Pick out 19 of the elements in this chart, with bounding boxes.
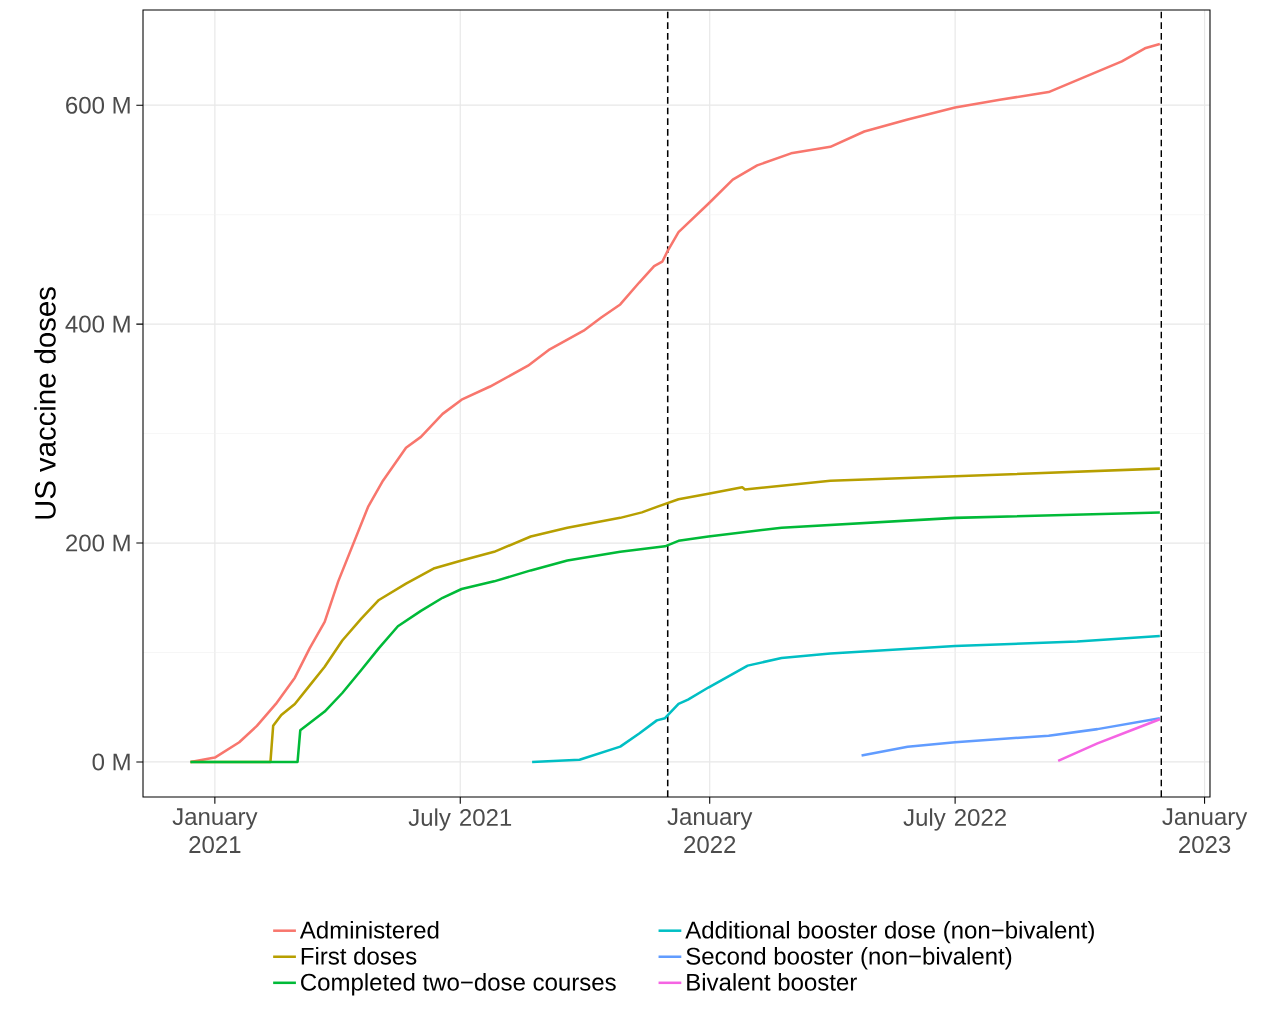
y-tick-label: 200 M — [66, 534, 130, 552]
legend-label: Completed two−dose courses — [301, 973, 616, 996]
line-series — [860, 716, 1162, 757]
legend-label: Additional booster dose (non−bivalent) — [685, 920, 1094, 944]
x-tick-label: January 2021 — [172, 808, 258, 854]
legend-label: Bivalent booster — [687, 973, 857, 991]
x-tick-label: January 2022 — [667, 808, 753, 854]
y-axis-title: US vaccine doses — [34, 287, 56, 519]
x-tick-label: January 2023 — [1162, 808, 1248, 854]
line-series — [530, 634, 1162, 764]
y-tick-label: 0 M — [92, 753, 130, 771]
legend-label: Administered — [299, 920, 439, 939]
legend-label: First doses — [301, 947, 417, 965]
line-series — [1056, 718, 1162, 763]
x-tick-label: July 2022 — [903, 808, 1006, 831]
legend-label: Second booster (non−bivalent) — [686, 947, 1012, 970]
y-tick-label: 400 M — [65, 315, 130, 333]
x-tick-label: July 2021 — [408, 808, 512, 831]
y-tick-label: 600 M — [66, 96, 130, 114]
